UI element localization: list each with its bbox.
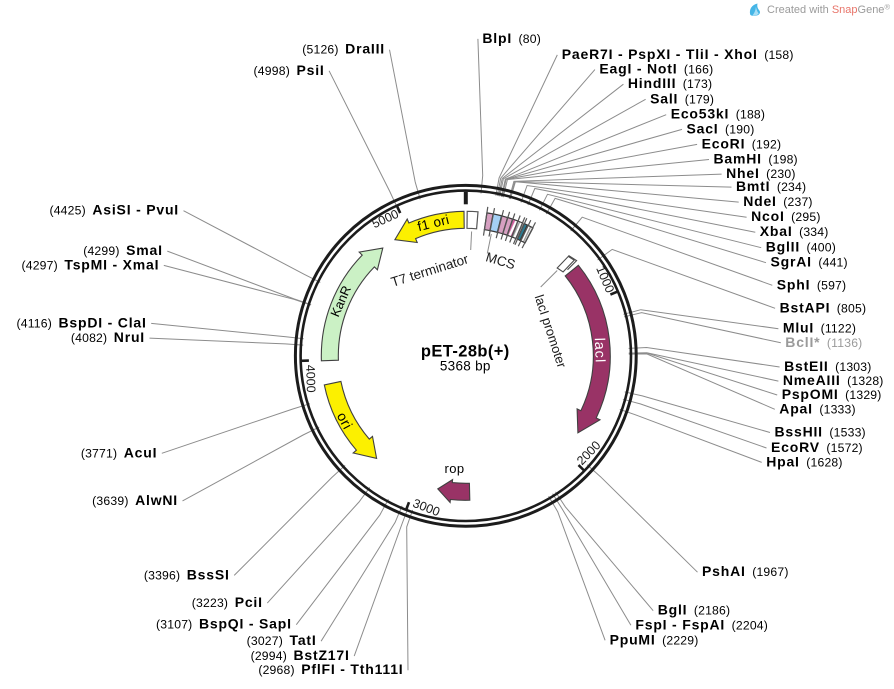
svg-text:BglI(2186): BglI(2186) xyxy=(658,602,731,618)
svg-text:(3223)PciI: (3223)PciI xyxy=(192,594,263,610)
svg-text:(3027)TatI: (3027)TatI xyxy=(247,632,317,648)
svg-text:rop: rop xyxy=(445,461,465,476)
svg-text:EagI - NotI(166): EagI - NotI(166) xyxy=(599,61,713,77)
svg-text:(4116)BspDI - ClaI: (4116)BspDI - ClaI xyxy=(16,314,146,330)
svg-text:SgrAI(441): SgrAI(441) xyxy=(771,254,848,270)
svg-text:lacI: lacI xyxy=(591,337,608,363)
svg-text:(3107)BspQI - SapI: (3107)BspQI - SapI xyxy=(156,616,292,632)
svg-text:(3396)BssSI: (3396)BssSI xyxy=(144,566,230,582)
svg-text:5368 bp: 5368 bp xyxy=(440,358,491,373)
svg-text:EcoRI(192): EcoRI(192) xyxy=(702,135,782,151)
svg-text:Eco53kI(188): Eco53kI(188) xyxy=(671,106,765,122)
svg-text:BlpI(80): BlpI(80) xyxy=(482,30,541,46)
svg-text:(2968)PflFI - Tth111I: (2968)PflFI - Tth111I xyxy=(258,661,403,677)
svg-text:FspI - FspAI(2204): FspI - FspAI(2204) xyxy=(635,616,768,632)
svg-text:BamHI(198): BamHI(198) xyxy=(714,151,798,167)
svg-text:(4297)TspMI - XmaI: (4297)TspMI - XmaI xyxy=(21,256,159,272)
svg-text:PpuMI(2229): PpuMI(2229) xyxy=(610,631,699,647)
svg-text:HindIII(173): HindIII(173) xyxy=(628,75,712,91)
svg-text:4000: 4000 xyxy=(303,365,318,393)
svg-text:BssHII(1533): BssHII(1533) xyxy=(775,424,866,440)
svg-text:(4425)AsiSI - PvuI: (4425)AsiSI - PvuI xyxy=(49,202,179,218)
svg-text:(4998)PsiI: (4998)PsiI xyxy=(254,62,325,78)
svg-text:PshAI(1967): PshAI(1967) xyxy=(702,563,789,579)
svg-text:BstAPI(805): BstAPI(805) xyxy=(780,299,867,315)
svg-text:(3639)AlwNI: (3639)AlwNI xyxy=(92,492,178,508)
svg-text:Created with SnapGene®: Created with SnapGene® xyxy=(767,3,890,17)
